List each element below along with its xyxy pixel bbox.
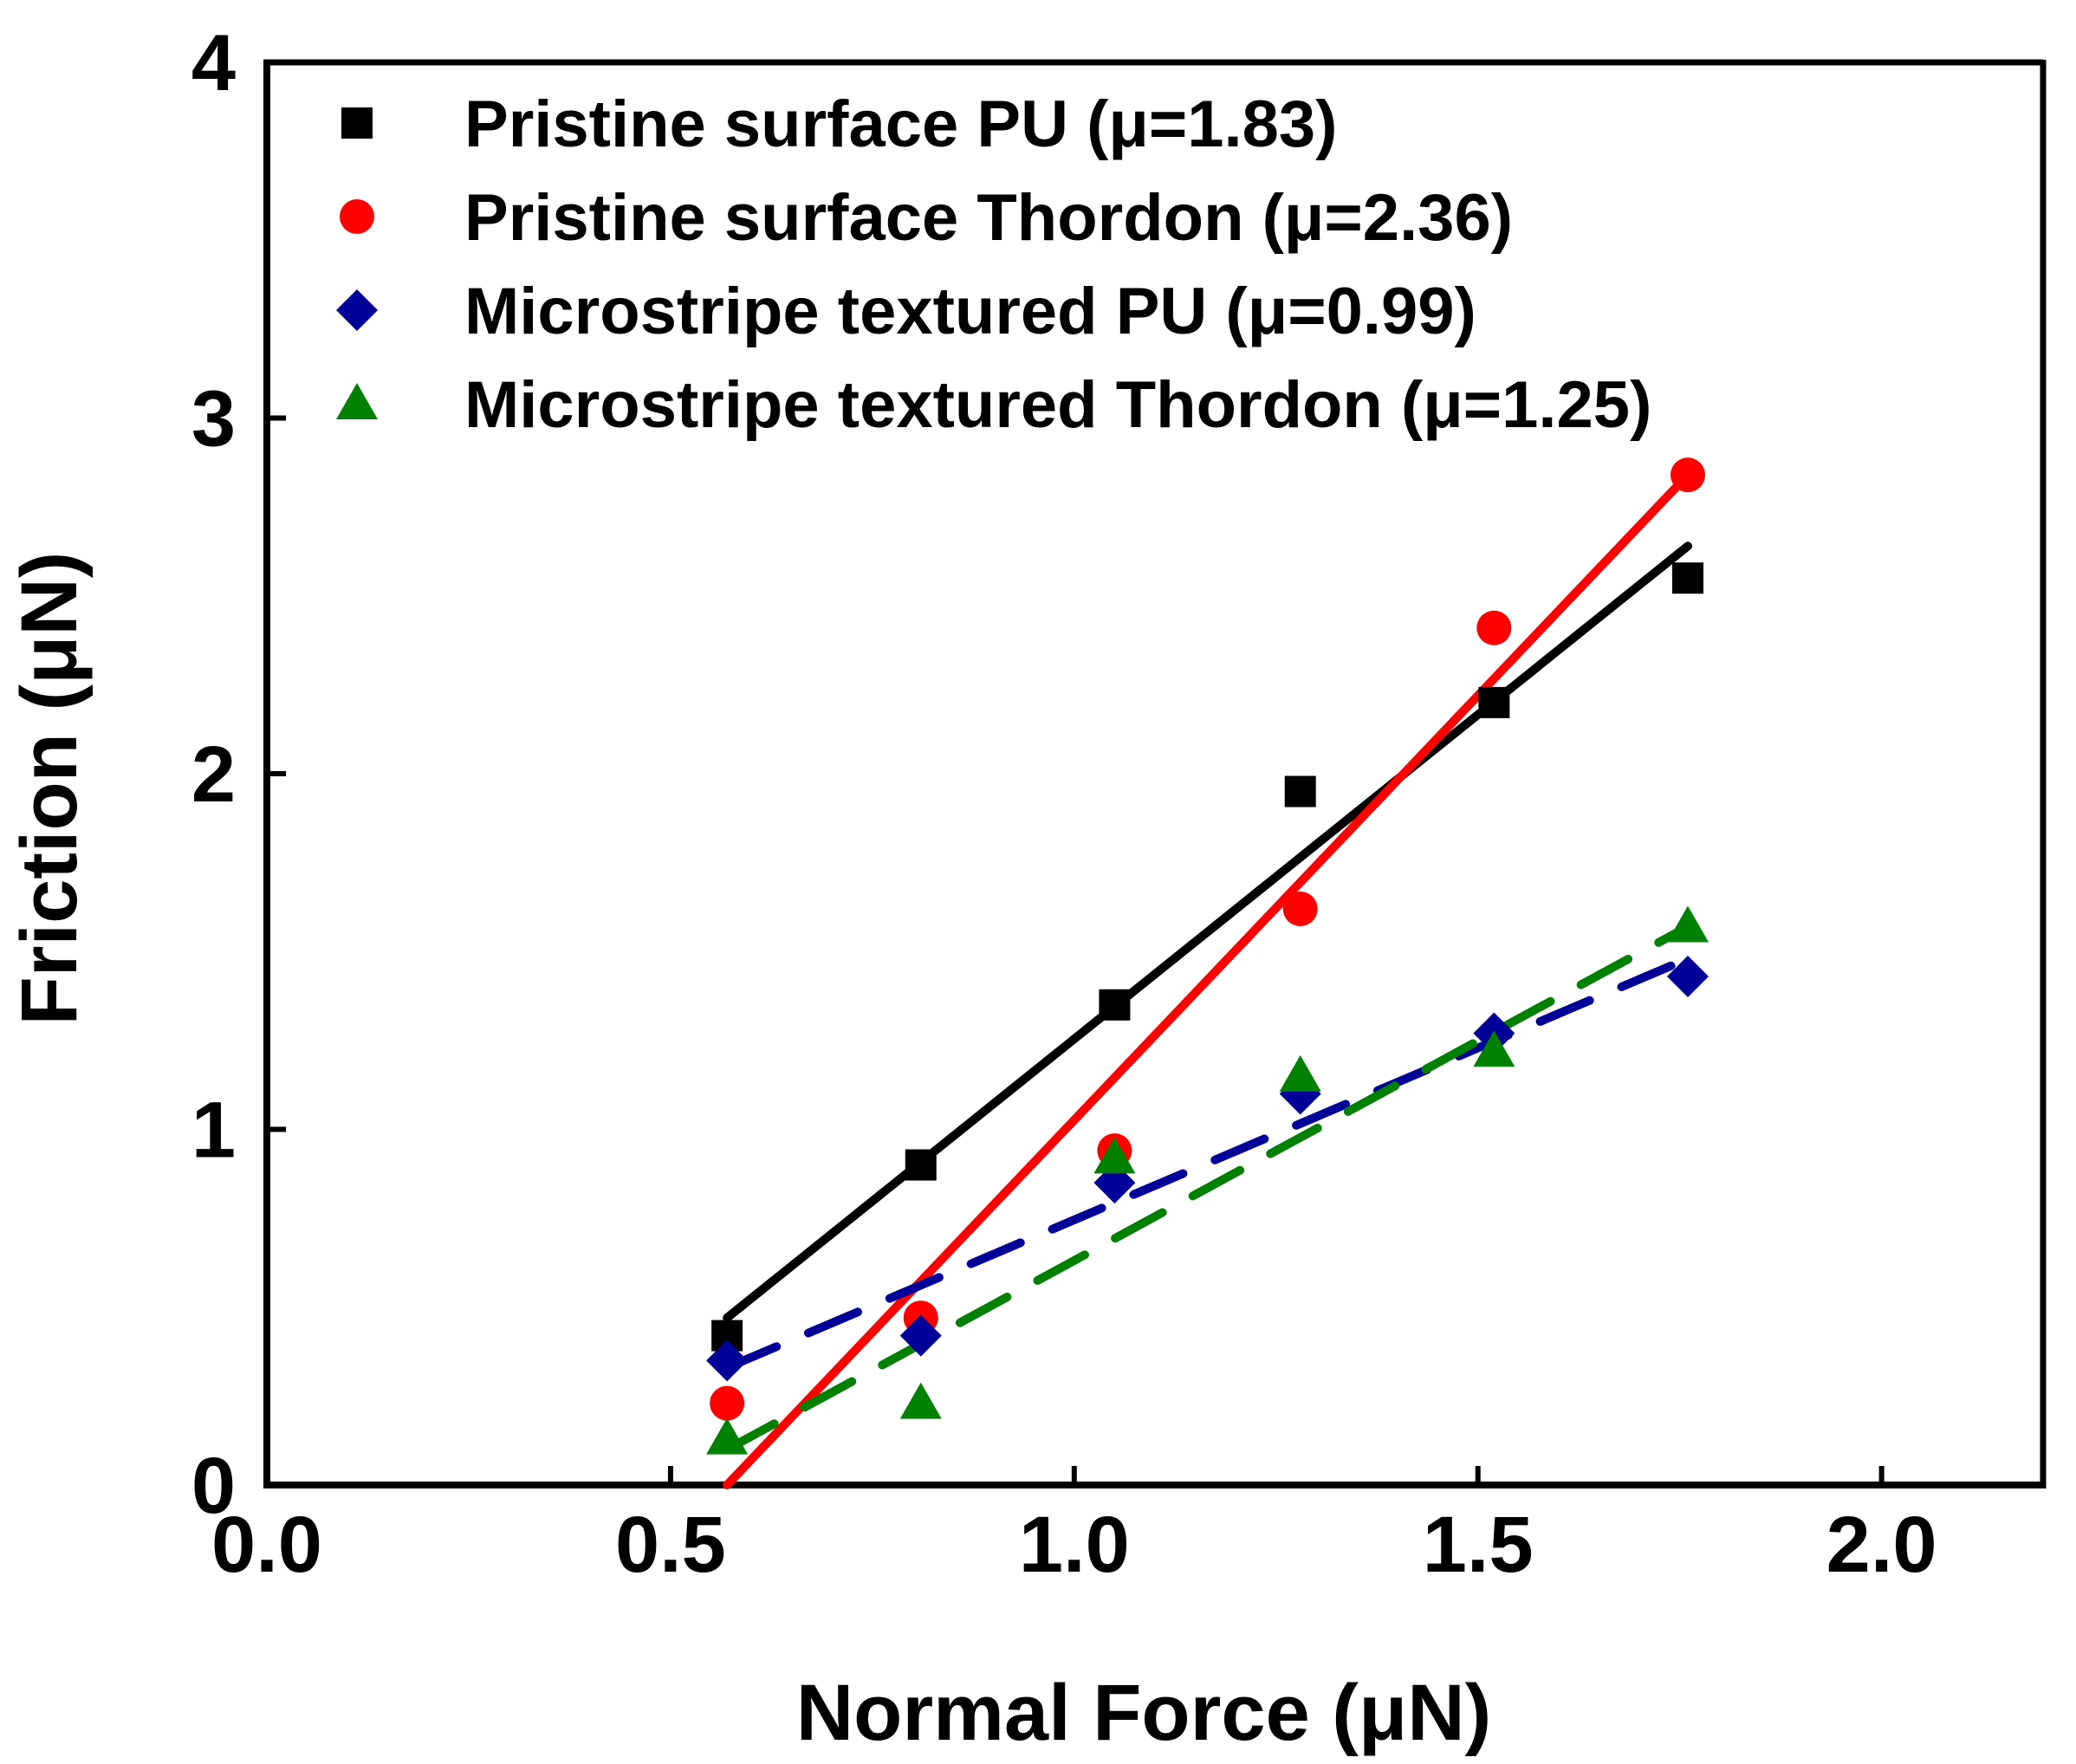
fit-line-series-3 <box>723 954 1692 1372</box>
fit-line-series-1 <box>723 542 1692 1323</box>
point-series-1 <box>1284 775 1316 807</box>
x-axis-title: Normal Force (μN) <box>796 1669 1492 1757</box>
point-series-3 <box>1667 955 1709 997</box>
point-series-4 <box>1667 905 1709 943</box>
y-tick-label: 4 <box>191 19 236 107</box>
point-series-1 <box>1099 989 1131 1021</box>
y-tick-label: 3 <box>191 375 236 464</box>
point-series-2 <box>1476 610 1512 645</box>
x-tick-label: 0.0 <box>211 1501 322 1589</box>
legend-marker-3 <box>336 289 378 331</box>
y-axis-title: Friction (μN) <box>5 552 94 1026</box>
point-series-4 <box>706 1417 749 1455</box>
point-series-1 <box>1478 686 1510 718</box>
point-series-4 <box>1473 1030 1515 1067</box>
legend-label-3: Microstripe textured PU (μ=0.99) <box>464 275 1476 348</box>
point-series-1 <box>905 1149 937 1181</box>
fit-line-series-4 <box>723 922 1692 1454</box>
legend: Pristine surface PU (μ=1.83) Pristine sur… <box>336 88 1651 442</box>
legend-marker-2 <box>340 199 374 234</box>
fit-line-series-2 <box>723 470 1692 1489</box>
x-tick-label: 2.0 <box>1826 1501 1937 1589</box>
legend-label-4: Microstripe textured Thordon (μ=1.25) <box>464 368 1651 442</box>
point-series-2 <box>1282 891 1318 926</box>
point-series-4 <box>1093 1137 1136 1174</box>
x-tick-label: 1.5 <box>1423 1501 1534 1589</box>
point-series-1 <box>1672 562 1703 594</box>
point-series-2 <box>1671 457 1705 493</box>
x-tick-label: 0.5 <box>615 1501 726 1589</box>
legend-label-1: Pristine surface PU (μ=1.83) <box>464 88 1337 161</box>
point-series-2 <box>710 1385 745 1421</box>
data-markers <box>706 457 1709 1455</box>
ticks: 0.0 0.5 1.0 1.5 2.0 0 1 2 3 4 <box>191 19 1937 1589</box>
y-tick-label: 0 <box>191 1442 236 1530</box>
y-tick-label: 2 <box>191 730 236 819</box>
point-series-4 <box>899 1382 942 1419</box>
y-tick-label: 1 <box>191 1086 236 1175</box>
fit-lines <box>723 470 1692 1489</box>
x-tick-label: 1.0 <box>1019 1501 1130 1589</box>
legend-marker-1 <box>341 107 373 139</box>
point-series-4 <box>1279 1054 1321 1092</box>
point-series-3 <box>706 1339 749 1382</box>
legend-label-2: Pristine surface Thordon (μ=2.36) <box>464 181 1513 255</box>
point-series-3 <box>899 1314 942 1357</box>
legend-marker-4 <box>336 383 378 419</box>
